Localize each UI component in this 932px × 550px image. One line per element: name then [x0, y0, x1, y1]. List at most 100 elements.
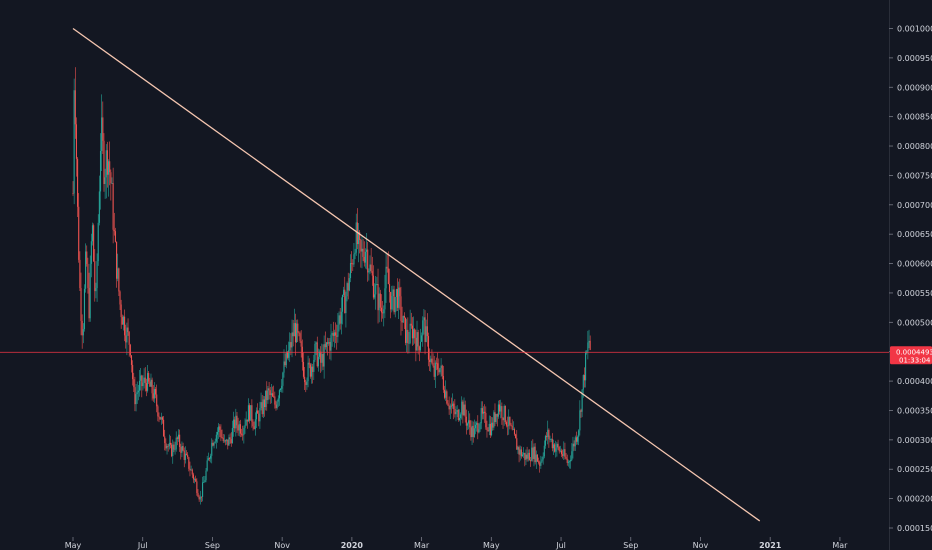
candle-body [138, 380, 141, 391]
candle-body [384, 288, 386, 310]
candle-body [403, 315, 405, 318]
candle-body [425, 326, 427, 342]
candle-body [570, 459, 572, 462]
candle-body [487, 429, 489, 432]
candle-body [113, 229, 115, 232]
candle-body [308, 362, 310, 365]
candle-body [401, 320, 403, 323]
candle-body [579, 410, 581, 431]
candle-body [540, 461, 542, 466]
candle-body [391, 296, 393, 310]
candle-body [377, 283, 379, 311]
candle-body [346, 283, 348, 297]
candle-body [482, 411, 485, 414]
candle-body [512, 429, 514, 430]
candle-body [313, 360, 315, 372]
candle-body [234, 419, 236, 429]
candle-body [134, 387, 136, 405]
candle-body [316, 342, 318, 367]
candle-body [485, 412, 487, 428]
candle-body [507, 425, 509, 427]
candle-body [231, 428, 233, 444]
candle-body [242, 434, 244, 436]
price-axis[interactable]: 0.0010000 0.0009500 0.0009000 0.0008500 0.00… [889, 25, 932, 534]
candle-body [464, 404, 466, 417]
candle-body [513, 429, 516, 435]
candle-body [526, 454, 528, 459]
candle-body [580, 410, 582, 412]
candle-body [383, 309, 385, 314]
candle-body [583, 375, 585, 381]
candle-body [427, 336, 430, 360]
candle-body [312, 366, 314, 372]
candle-body [121, 317, 123, 325]
candle-body [88, 287, 90, 319]
candle-body [439, 367, 441, 373]
candle-body [262, 399, 264, 415]
candle-body [460, 414, 462, 418]
candle-body [325, 342, 327, 348]
candle-body [83, 288, 86, 330]
candle-body [421, 335, 423, 342]
candle-body [519, 449, 521, 455]
month-tick-label: Jul [555, 541, 566, 550]
candle-body [417, 332, 419, 347]
candle-body [156, 394, 158, 407]
candle-body [352, 263, 354, 265]
candle-body [166, 445, 168, 449]
price-tick-label: 0.0001500 [897, 524, 932, 533]
candle-body [223, 440, 225, 442]
descending-trendline[interactable] [72, 27, 761, 522]
candle-body [237, 425, 239, 431]
price-tick-label: 0.0003000 [897, 436, 932, 445]
candle-body [520, 449, 522, 457]
candle-body [263, 399, 266, 408]
candle-body [290, 342, 292, 348]
candle-body [255, 410, 258, 420]
candle-body [575, 437, 577, 442]
candle-body [371, 271, 373, 276]
candle-body [323, 344, 325, 367]
candle-body [533, 446, 535, 459]
candle-body [250, 405, 252, 421]
candle-body [86, 251, 88, 264]
candle-body [335, 332, 337, 336]
candle-body [362, 248, 364, 257]
candle-body [572, 443, 574, 452]
candle-body [261, 402, 263, 415]
candle-body [274, 396, 276, 405]
candle-body [445, 391, 447, 398]
candle-body [555, 448, 557, 452]
candle-body [73, 90, 75, 194]
candle-body [416, 332, 418, 351]
month-tick-label: May [65, 541, 82, 550]
candle-body [199, 496, 201, 500]
candle-body [132, 364, 134, 380]
candle-body [226, 439, 228, 442]
candle-body [440, 365, 442, 368]
candle-body [343, 289, 345, 296]
candle-body [74, 90, 76, 125]
candle-body [409, 323, 411, 343]
candle-body [488, 423, 490, 432]
candle-body [172, 444, 174, 457]
trendline-layer[interactable] [72, 27, 761, 522]
candle-body [79, 259, 81, 289]
candle-body [165, 442, 167, 449]
candle-body [372, 275, 374, 298]
candle-body [122, 316, 125, 325]
candle-body [492, 422, 494, 428]
candle-body [224, 440, 227, 442]
candle-body [582, 375, 584, 390]
candle-body [466, 423, 469, 426]
candle-body [394, 297, 396, 313]
candle-body [179, 434, 181, 448]
time-axis[interactable]: May Jul Sep Nov 2020 Mar May Jul Sep Nov 2021 Mar [65, 537, 848, 550]
candle-body [448, 405, 450, 410]
candle-body [518, 447, 520, 455]
candle-body [558, 446, 560, 452]
candle-body [320, 351, 322, 363]
candle-body [189, 468, 191, 471]
candle-body [328, 342, 330, 344]
